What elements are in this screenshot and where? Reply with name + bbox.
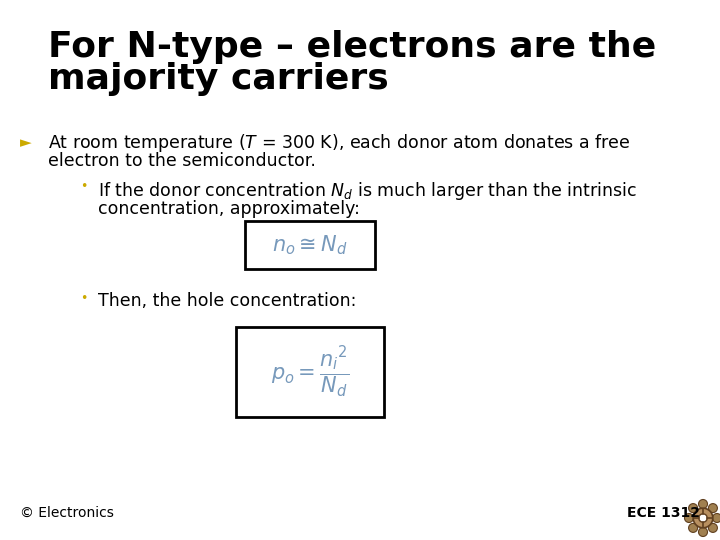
Text: majority carriers: majority carriers xyxy=(48,62,389,96)
Circle shape xyxy=(698,500,708,509)
Circle shape xyxy=(698,528,708,537)
Text: © Electronics: © Electronics xyxy=(20,506,114,520)
Circle shape xyxy=(699,514,707,522)
Text: Then, the hole concentration:: Then, the hole concentration: xyxy=(98,292,356,310)
Circle shape xyxy=(688,523,698,532)
Text: ►: ► xyxy=(20,135,32,150)
Circle shape xyxy=(713,514,720,523)
Circle shape xyxy=(685,514,693,523)
Text: electron to the semiconductor.: electron to the semiconductor. xyxy=(48,152,316,170)
Text: •: • xyxy=(80,292,87,305)
Text: If the donor concentration $\mathit{N_d}$ is much larger than the intrinsic: If the donor concentration $\mathit{N_d}… xyxy=(98,180,637,202)
Text: At room temperature ($\mathit{T}$ = 300 K), each donor atom donates a free: At room temperature ($\mathit{T}$ = 300 … xyxy=(48,132,631,154)
Text: For N-type – electrons are the: For N-type – electrons are the xyxy=(48,30,656,64)
Circle shape xyxy=(708,523,717,532)
Circle shape xyxy=(693,508,713,528)
Circle shape xyxy=(688,504,698,512)
Text: ECE 1312: ECE 1312 xyxy=(627,506,700,520)
Text: $\mathit{p_o} = \dfrac{\mathit{n_i}^2}{\mathit{N_d}}$: $\mathit{p_o} = \dfrac{\mathit{n_i}^2}{\… xyxy=(271,345,349,400)
Text: •: • xyxy=(80,180,87,193)
Text: concentration, approximately:: concentration, approximately: xyxy=(98,200,360,218)
Circle shape xyxy=(708,504,717,512)
FancyBboxPatch shape xyxy=(236,327,384,417)
FancyBboxPatch shape xyxy=(245,221,375,269)
Text: $\mathit{n_o} \cong \mathit{N_d}$: $\mathit{n_o} \cong \mathit{N_d}$ xyxy=(272,233,348,257)
